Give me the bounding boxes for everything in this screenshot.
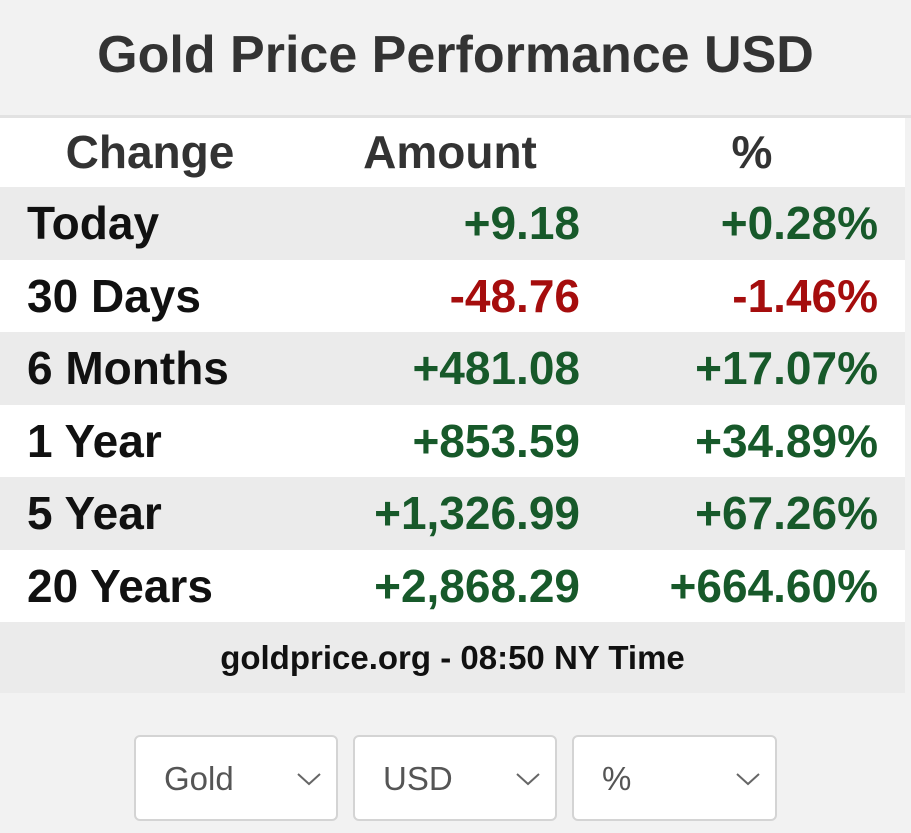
table-row: 1 Year +853.59 +34.89%	[0, 404, 905, 477]
percent: +0.28%	[720, 197, 878, 249]
row-label: 5 Year	[27, 487, 162, 539]
chevron	[516, 773, 540, 786]
column-header: Change	[65, 126, 235, 178]
column-header: Amount	[363, 126, 537, 178]
percent: +67.26%	[695, 487, 878, 539]
title: Gold Price Performance USD	[0, 0, 911, 118]
chevron	[736, 773, 760, 786]
dropdown[interactable]: Gold	[134, 735, 338, 821]
table-row: 6 Months +481.08 +17.07%	[0, 332, 905, 405]
chevron	[297, 773, 321, 786]
row-label: Today	[27, 197, 160, 249]
percent: +34.89%	[695, 414, 878, 467]
dropdown-value: %	[602, 760, 632, 797]
dropdown-value: USD	[383, 760, 453, 797]
amount: +481.08	[412, 342, 580, 394]
percent: +664.60%	[669, 559, 878, 612]
amount: -48.76	[449, 269, 580, 322]
footer: goldprice.org - 08:50 NY Time	[0, 622, 905, 693]
dropdown-value: Gold	[164, 760, 234, 797]
column-header: %	[731, 126, 773, 178]
amount: +2,868.29	[374, 559, 580, 612]
percent: +17.07%	[695, 342, 878, 394]
dropdown[interactable]: USD	[353, 735, 557, 821]
percent: -1.46%	[732, 269, 878, 322]
table-row: 5 Year +1,326.99 +67.26%	[0, 477, 905, 550]
table-header: Change Amount %	[0, 118, 905, 187]
row-label: 6 Months	[27, 342, 229, 394]
row-label: 30 Days	[27, 269, 201, 322]
amount: +853.59	[412, 414, 580, 467]
table-row: 30 Days -48.76 -1.46%	[0, 259, 905, 332]
amount: +1,326.99	[374, 487, 580, 539]
table-row: 20 Years +2,868.29 +664.60%	[0, 549, 905, 622]
dropdown[interactable]: %	[572, 735, 777, 821]
row-label: 20 Years	[27, 559, 213, 612]
amount: +9.18	[463, 197, 580, 249]
table-row: Today +9.18 +0.28%	[0, 187, 905, 260]
row-label: 1 Year	[27, 414, 162, 467]
